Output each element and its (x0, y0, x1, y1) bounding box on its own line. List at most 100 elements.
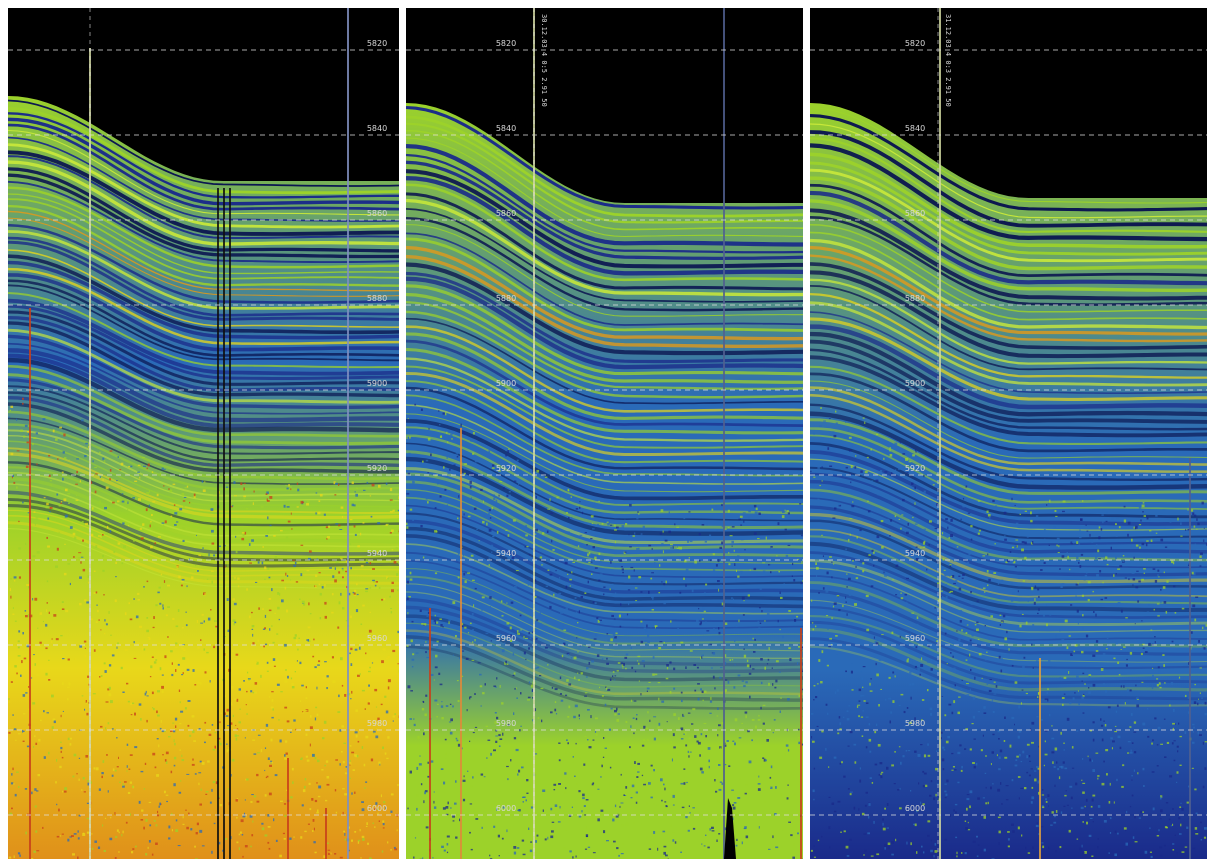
reflector-layer (810, 301, 1207, 387)
reflector-layer (810, 270, 1207, 359)
reflector-layer (8, 353, 399, 428)
echogram-panel-left: 5820 5840 5860 5880 5900 5920 5940 5960 5980 6000 (8, 8, 399, 859)
reflector-layer (406, 115, 803, 218)
reflector-layer (406, 245, 803, 341)
reflector-layer (406, 284, 803, 376)
depth-label: 5900 (905, 379, 925, 388)
reflector-layer (8, 167, 399, 253)
reflector-layer (406, 129, 803, 231)
reflector-layer (406, 237, 803, 332)
reflector-layer (8, 204, 399, 287)
reflector-layer (810, 386, 1207, 466)
reflector-layer (406, 512, 803, 586)
reflector-layer (810, 331, 1207, 417)
reflector-layer (406, 622, 803, 688)
reflector-layer (810, 223, 1207, 313)
reflector-layer (8, 173, 399, 259)
reflector-layer (8, 410, 399, 480)
reflector-layer (406, 347, 803, 435)
reflector-layer (8, 483, 399, 548)
depth-label: 5880 (367, 294, 387, 303)
reflector-layer (8, 447, 399, 514)
reflector-layer (810, 505, 1207, 577)
reflector-layer (8, 440, 399, 508)
reflector-layer (810, 380, 1207, 459)
reflector-layer (406, 380, 803, 464)
reflector-layer (406, 183, 803, 282)
reflector-layer (406, 488, 803, 565)
reflector-layer (810, 292, 1207, 379)
reflector-layer (8, 254, 399, 335)
reflector-layer (406, 144, 803, 247)
reflector-layer (406, 386, 803, 471)
reflector-layer (8, 321, 399, 398)
reflector-layer (406, 169, 803, 269)
reflector-layer (406, 442, 803, 522)
reflector-layer (8, 423, 399, 491)
depth-grid: 5820 5840 5860 5880 5900 5920 5940 5960 5980 6000 (406, 39, 803, 816)
timestamp-label: 30.12.03 4 0:5 2.91 50 (540, 14, 548, 107)
reflector-layer (8, 466, 399, 532)
reflector-layer (406, 434, 803, 515)
reflector-layer (810, 575, 1207, 641)
depth-label: 5920 (367, 464, 387, 473)
reflector-layer (406, 224, 803, 317)
reflector-layer (8, 328, 399, 404)
depth-label: 5880 (496, 294, 516, 303)
reflector-layer (8, 316, 399, 392)
reflector-layer (8, 385, 399, 455)
reflector-layer (406, 543, 803, 615)
reflector-layer (8, 198, 399, 280)
reflector-layer (406, 216, 803, 312)
reflector-layer (810, 176, 1207, 271)
reflector-layer (810, 393, 1207, 473)
depth-label: 5960 (496, 634, 516, 643)
reflector-layer (810, 123, 1207, 219)
reflector-layer (8, 429, 399, 497)
depth-label: 5820 (905, 39, 925, 48)
reflector-layer (406, 568, 803, 637)
reflector-layer (406, 176, 803, 276)
reflector-layer (810, 559, 1207, 627)
reflector-layer (406, 394, 803, 477)
reflector-layer (8, 334, 399, 409)
reflector-layer (810, 208, 1207, 301)
depth-label: 6000 (496, 804, 516, 813)
reflector-layer (8, 527, 399, 589)
reflector-layer (406, 153, 803, 254)
reflector-layer (810, 497, 1207, 569)
echogram-panel-right: 5820 5840 5860 5880 5900 5920 5940 5960 5980 6000… (810, 8, 1207, 859)
reflector-layer (8, 279, 399, 357)
reflector-layer (8, 129, 399, 216)
reflector-layer (406, 332, 803, 420)
depth-label: 6000 (367, 804, 387, 813)
reflector-layer (406, 583, 803, 652)
depth-label: 5880 (905, 294, 925, 303)
depth-label: 5860 (496, 209, 516, 218)
reflector-layer (406, 526, 803, 601)
reflector-layer (810, 317, 1207, 401)
reflector-layer (810, 645, 1207, 707)
reflector-layer (8, 249, 399, 328)
reflector-layer (810, 551, 1207, 619)
reflector-layer (810, 152, 1207, 249)
reflector-layer (8, 240, 399, 321)
reflector-layer (406, 426, 803, 506)
echogram-svg: 5820 5840 5860 5880 5900 5920 5940 5960 5980 6000… (406, 8, 803, 859)
reflector-layer (810, 183, 1207, 277)
reflector-layer (8, 230, 399, 310)
reflector-layer (406, 271, 803, 364)
reflector-layer (8, 123, 399, 211)
reflector-layer (406, 300, 803, 390)
reflector-layer (8, 160, 399, 246)
reflector-layer (810, 512, 1207, 584)
depth-label: 5840 (367, 124, 387, 133)
reflector-layer (406, 137, 803, 238)
reflector-layer (8, 223, 399, 304)
reflector-layer (8, 348, 399, 423)
reflector-layer (8, 298, 399, 376)
reflector-layer (810, 262, 1207, 350)
reflector-layer (406, 450, 803, 529)
reflector-layer (8, 391, 399, 462)
reflector-layer (810, 372, 1207, 453)
